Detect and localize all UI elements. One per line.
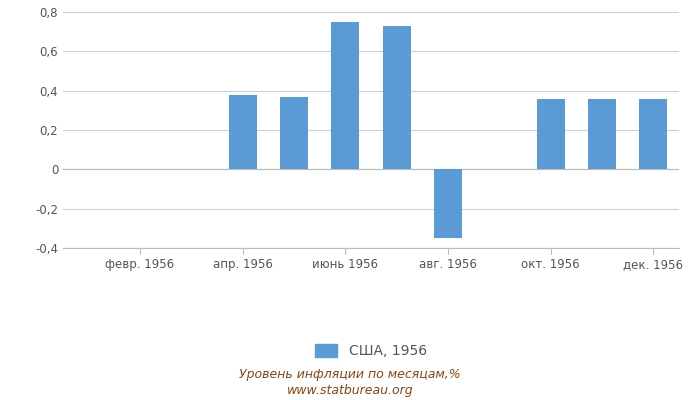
Bar <box>639 98 667 169</box>
Bar <box>280 96 308 169</box>
Bar <box>536 98 565 169</box>
Text: www.statbureau.org: www.statbureau.org <box>287 384 413 397</box>
Bar <box>588 98 616 169</box>
Legend: США, 1956: США, 1956 <box>309 338 433 364</box>
Bar <box>331 22 360 169</box>
Text: Уровень инфляции по месяцам,%: Уровень инфляции по месяцам,% <box>239 368 461 381</box>
Bar <box>434 169 462 238</box>
Bar <box>228 95 257 169</box>
Bar <box>382 26 411 169</box>
